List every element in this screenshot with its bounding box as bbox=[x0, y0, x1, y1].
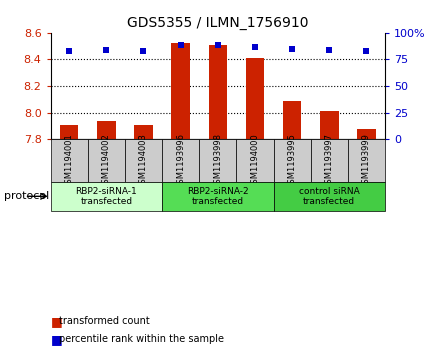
Bar bbox=[236, 139, 274, 182]
Text: ■: ■ bbox=[51, 333, 62, 346]
Text: GSM1194003: GSM1194003 bbox=[139, 133, 148, 189]
Point bbox=[251, 44, 258, 49]
Text: RBP2-siRNA-2
transfected: RBP2-siRNA-2 transfected bbox=[187, 187, 249, 206]
Bar bbox=[162, 182, 274, 211]
Text: GSM1193996: GSM1193996 bbox=[176, 133, 185, 189]
Bar bbox=[357, 129, 376, 139]
Point bbox=[289, 46, 296, 52]
Bar bbox=[274, 182, 385, 211]
Text: ■: ■ bbox=[51, 315, 62, 328]
Bar bbox=[283, 101, 301, 139]
Bar bbox=[51, 139, 88, 182]
Text: protocol: protocol bbox=[4, 191, 50, 201]
Bar bbox=[311, 139, 348, 182]
Point bbox=[177, 42, 184, 48]
Bar bbox=[171, 43, 190, 139]
Text: GSM1194000: GSM1194000 bbox=[250, 133, 260, 189]
Point bbox=[140, 48, 147, 54]
Text: GSM1193999: GSM1193999 bbox=[362, 133, 371, 189]
Point bbox=[66, 48, 73, 54]
Bar bbox=[51, 182, 162, 211]
Bar bbox=[274, 139, 311, 182]
Text: percentile rank within the sample: percentile rank within the sample bbox=[59, 334, 224, 344]
Bar bbox=[348, 139, 385, 182]
Text: GSM1194002: GSM1194002 bbox=[102, 133, 111, 189]
Bar bbox=[134, 125, 153, 139]
Text: GSM1193998: GSM1193998 bbox=[213, 133, 222, 189]
Text: GSM1194001: GSM1194001 bbox=[65, 133, 73, 189]
Bar bbox=[209, 45, 227, 139]
Bar bbox=[97, 121, 116, 139]
Point bbox=[363, 48, 370, 54]
Text: transformed count: transformed count bbox=[59, 316, 150, 326]
Text: RBP2-siRNA-1
transfected: RBP2-siRNA-1 transfected bbox=[75, 187, 137, 206]
Text: GSM1193995: GSM1193995 bbox=[288, 133, 297, 189]
Title: GDS5355 / ILMN_1756910: GDS5355 / ILMN_1756910 bbox=[127, 16, 308, 30]
Point bbox=[103, 47, 110, 53]
Bar bbox=[125, 139, 162, 182]
Text: GSM1193997: GSM1193997 bbox=[325, 133, 334, 189]
Bar bbox=[246, 58, 264, 139]
Point bbox=[326, 47, 333, 53]
Point bbox=[214, 42, 221, 48]
Bar bbox=[320, 111, 338, 139]
Bar bbox=[88, 139, 125, 182]
Bar bbox=[60, 125, 78, 139]
Bar bbox=[162, 139, 199, 182]
Text: control siRNA
transfected: control siRNA transfected bbox=[299, 187, 359, 206]
Bar bbox=[199, 139, 236, 182]
